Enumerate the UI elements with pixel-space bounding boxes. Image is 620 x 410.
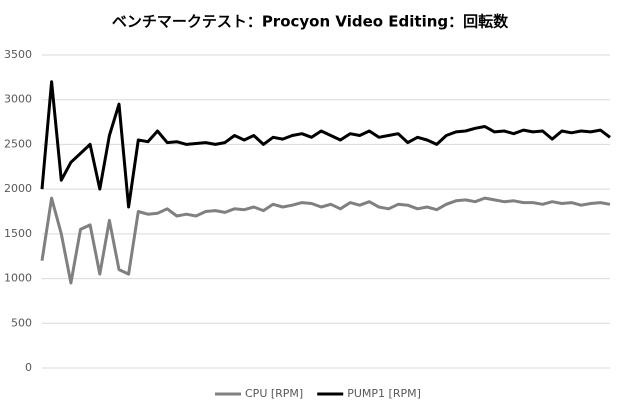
y-tick-label: 1500 [4, 227, 32, 240]
y-tick-label: 500 [11, 316, 32, 329]
y-tick-label: 0 [25, 361, 32, 374]
y-tick-label: 1000 [4, 272, 32, 285]
legend-label: PUMP1 [RPM] [347, 387, 421, 400]
chart-title: ベンチマークテスト：Procyon Video Editing：回転数 [112, 13, 509, 31]
y-tick-label: 3000 [4, 93, 32, 106]
line-series [40, 196, 611, 285]
line-series [40, 80, 611, 209]
legend-label: CPU [RPM] [245, 387, 303, 400]
y-tick-label: 2500 [4, 137, 32, 150]
y-tick-label: 2000 [4, 182, 32, 195]
y-tick-label: 3500 [4, 48, 32, 61]
